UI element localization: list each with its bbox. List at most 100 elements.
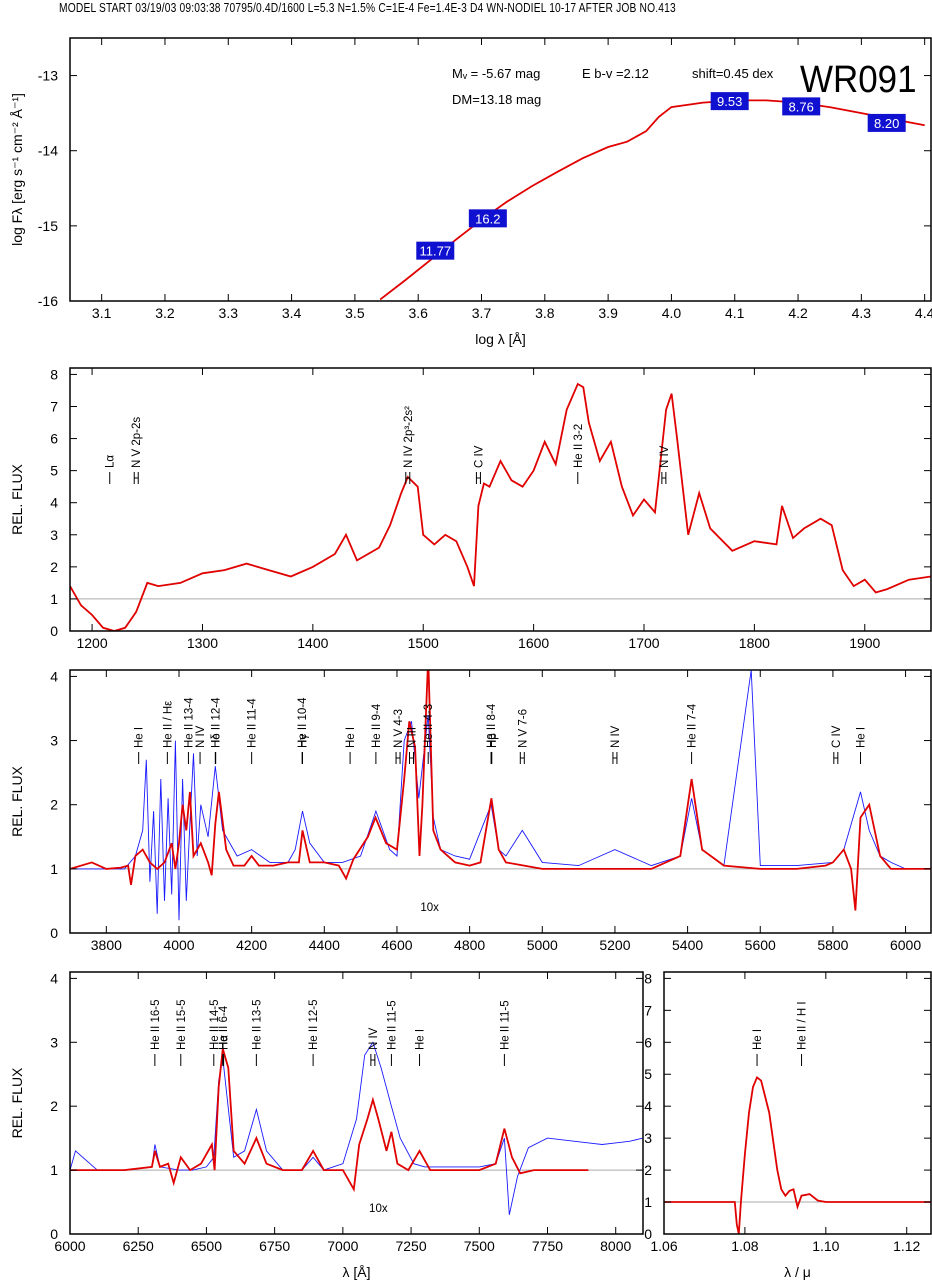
y-tick-label: 8: [50, 366, 58, 382]
line-id: He II 12-5: [308, 1000, 320, 1066]
y-tick-label: 0: [50, 623, 58, 639]
line-id: He II 7-4: [687, 703, 699, 764]
y-tick-label: 1: [50, 591, 58, 607]
line-id-label: N III: [406, 727, 418, 748]
line-id: He II 11-5: [499, 1000, 511, 1066]
photometry-box-label: 11.77: [420, 244, 452, 259]
line-id-label: He II 14-5: [209, 1000, 221, 1051]
x-tick-label: 7250: [395, 1238, 426, 1254]
y-tick-label: 6: [644, 1034, 652, 1050]
line-id: He II 13-4: [183, 697, 195, 764]
line-id: He II 11-5: [386, 1000, 398, 1066]
observation-spectrum-red: [70, 1041, 643, 1215]
line-id-label: Hβ: [487, 733, 499, 748]
line-id-label: He II 11-4: [247, 698, 259, 748]
line-id: N V 2p-2s: [131, 417, 143, 484]
x-tick-label: 4.1: [725, 305, 745, 321]
line-id: He II 9-4: [371, 703, 383, 764]
photometry-box: 9.53: [710, 92, 749, 111]
shift-label: shift=0.45 dex: [692, 66, 774, 81]
y-tick-label: 5: [644, 1066, 652, 1082]
photometry-box-label: 8.20: [874, 116, 899, 131]
x-tick-label: 3.3: [219, 305, 239, 321]
line-id-label: He I: [752, 1029, 764, 1050]
x-tick-label: 4400: [309, 937, 340, 953]
x-tick-label: 1300: [187, 635, 218, 651]
x-tick-label: 4800: [454, 937, 485, 953]
x-tick-label: 3.8: [535, 305, 555, 321]
line-id: He II 8-4: [486, 703, 498, 764]
y-axis-label: REL. FLUX: [9, 765, 25, 836]
x-tick-label: 7750: [532, 1238, 563, 1254]
y-tick-label: 3: [50, 527, 58, 543]
y-tick-label: 1: [50, 1162, 58, 1178]
line-id: He II 4-3: [423, 704, 435, 764]
photometry-box-label: 8.76: [789, 99, 814, 114]
x-tick-label: 3.7: [472, 305, 492, 321]
x-tick-label: 1.08: [731, 1238, 758, 1254]
x-tick-label: 5400: [672, 937, 703, 953]
photometry-box-bg: [782, 97, 821, 116]
line-id-label: He I: [856, 727, 868, 748]
line-id-label: He II 13-4: [183, 697, 195, 748]
line-id: N V 4-3: [393, 709, 405, 764]
line-id: He I: [345, 727, 357, 764]
line-id: N IV: [659, 445, 671, 484]
dm-label: DM=13.18 mag: [452, 92, 541, 107]
x-tick-label: 5600: [745, 937, 776, 953]
line-id: He II 15-5: [176, 1000, 188, 1066]
line-id-label: Hα: [219, 1035, 231, 1050]
line-id: He II 13-5: [251, 1000, 263, 1066]
panel-ir: 1.06 1.08 1.10 1.12 0 1 2 3 4 5 6 7 8 λ / μ He I He II …: [644, 970, 932, 1280]
plot-frame-uv: [69, 367, 932, 632]
y-tick-label: 2: [50, 559, 58, 575]
line-id: He II 16-5: [150, 1000, 162, 1066]
line-id-label: He II / H I: [797, 1001, 809, 1050]
model-spectrum-red: [70, 1048, 589, 1193]
line-id: Hβ: [487, 733, 499, 764]
y-tick-label: 5: [50, 463, 58, 479]
y-tick-label: 3: [644, 1130, 652, 1146]
y-tick-label: 1: [50, 861, 58, 877]
line-id-label: He II 11-5: [499, 1000, 511, 1050]
photometry-box: 8.76: [782, 97, 821, 116]
x-tick-label: 3.6: [408, 305, 428, 321]
line-id-label: N V 2p-2s: [131, 417, 143, 468]
line-id: He II 10-4: [297, 697, 309, 764]
line-id-label: C IV: [473, 445, 485, 468]
observation-spectrum-optical: [70, 670, 931, 921]
line-id-label: Lα: [105, 455, 117, 468]
line-id: C IV: [473, 445, 485, 484]
inset-label: 10x: [369, 1203, 388, 1215]
line-id: N IV: [195, 725, 207, 764]
y-tick-label: -13: [38, 68, 58, 84]
line-id-label: He II 13-5: [251, 1000, 263, 1051]
y-tick-label: 2: [644, 1162, 652, 1178]
panel-sed: 3.1 3.2 3.3 3.4 3.5 3.6 3.7 3.8 3.9 4.0 4.1 4.2 4.3 4…: [9, 37, 932, 347]
x-tick-label: 1.12: [893, 1238, 920, 1254]
x-tick-label: 1800: [739, 635, 770, 651]
line-id-label: He II / Hε: [162, 701, 174, 748]
line-id-label: N IV: [610, 725, 622, 748]
line-id: He I: [856, 727, 868, 764]
x-tick-label: 8000: [600, 1238, 631, 1254]
x-tick-label: 1700: [628, 635, 659, 651]
y-tick-label: 7: [50, 398, 58, 414]
line-id-label: He II 8-4: [486, 703, 498, 748]
photometry-box: 16.2: [468, 209, 507, 228]
line-id-label: He I: [415, 1029, 427, 1050]
line-id-label: N IV 2p³-2s²: [403, 406, 415, 468]
y-tick-label: 0: [50, 925, 58, 941]
y-axis-label: log Fλ [erg s⁻¹ cm⁻² Å⁻¹]: [9, 93, 25, 246]
line-id-label: N V 7-6: [517, 709, 529, 748]
line-id-label: He II 12-5: [308, 1000, 320, 1051]
x-tick-label: 1400: [297, 635, 328, 651]
x-tick-label: 4200: [236, 937, 267, 953]
line-id-label: He II 7-4: [687, 703, 699, 748]
x-tick-label: 1500: [408, 635, 439, 651]
line-id-label: He II 10-4: [297, 697, 309, 748]
x-tick-label: 5800: [817, 937, 848, 953]
line-id: C IV: [831, 725, 843, 764]
y-tick-label: 1: [644, 1194, 652, 1210]
